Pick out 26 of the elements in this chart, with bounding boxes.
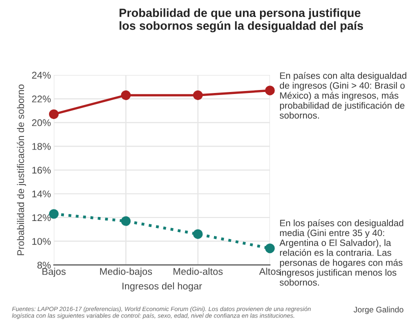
point	[120, 216, 131, 226]
point	[48, 109, 59, 120]
text: Jorge Galindo	[354, 306, 404, 314]
y-tick-label: 24%	[32, 72, 51, 79]
y-tick-label: 12%	[32, 214, 51, 222]
y-tick-label: 10%	[32, 238, 51, 245]
point	[265, 244, 275, 254]
text: En los países con desigualdad media (Gini entre 35 y 40: Argentina o El Salvador), la relación es la contraria. Las personas de hogares con más ingresos justifican menos los sobornos.	[279, 219, 404, 286]
y-tick-label: 18%	[32, 143, 51, 150]
text: En países con alta desigualdad de ingresos (Gini > 40: Brasil o México) a más ingresos, más probabilidad de justificación de sobornos.	[280, 72, 406, 119]
y-tick-label: 22%	[32, 96, 51, 102]
point	[193, 90, 203, 100]
point	[193, 229, 203, 239]
y-tick-label: 8%	[37, 262, 51, 269]
y-tick-label: 16%	[32, 166, 51, 174]
x-tick-label: Medio-altos	[174, 268, 223, 275]
y-axis-title: Probabilidad de justificación de soborno	[16, 84, 26, 256]
y-tick-label: 20%	[32, 119, 51, 126]
x-tick-label: Medio-bajos	[100, 268, 152, 277]
point	[265, 86, 275, 96]
y-tick-label: 14%	[32, 190, 51, 198]
x-tick-label: Bajos	[42, 268, 66, 277]
point	[120, 90, 131, 100]
x-axis-title: Ingresos del hogar	[122, 282, 202, 292]
chart-title: Probabilidad de que una persona justifique los sobornos según la desigualdad del país	[120, 8, 364, 32]
x-tick-label: Altos	[259, 268, 280, 275]
